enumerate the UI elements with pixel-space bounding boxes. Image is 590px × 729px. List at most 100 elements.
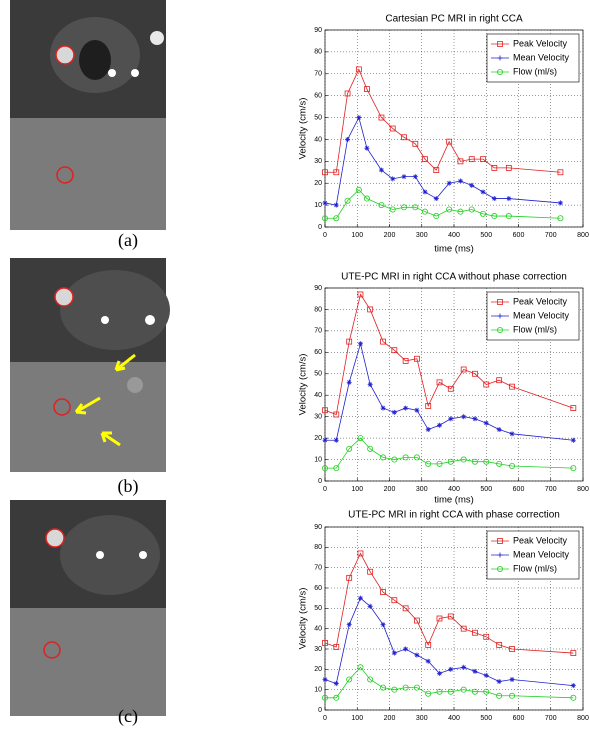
x-tick-label: 100 (351, 486, 363, 493)
marker (496, 377, 503, 384)
legend-label: Mean Velocity (513, 549, 570, 559)
marker (480, 156, 486, 163)
marker (346, 379, 352, 385)
y-tick-label: 60 (314, 93, 322, 100)
marker (483, 381, 490, 388)
y-tick-label: 70 (314, 565, 322, 572)
x-tick-label: 0 (323, 715, 327, 722)
marker (570, 465, 577, 472)
marker (436, 615, 443, 622)
x-tick-label: 700 (545, 486, 557, 493)
marker (355, 186, 362, 193)
marker (391, 456, 398, 463)
marker (471, 458, 478, 465)
mri-panel-a (10, 0, 166, 230)
marker (496, 692, 503, 699)
x-tick-label: 200 (384, 715, 396, 722)
x-axis-label: time (ms) (434, 495, 474, 506)
x-tick-label: 600 (513, 232, 525, 239)
marker (321, 215, 328, 222)
series-line (325, 342, 574, 441)
marker (380, 405, 386, 411)
legend-label: Peak Velocity (513, 38, 568, 48)
marker (412, 204, 419, 211)
legend-marker (496, 566, 503, 573)
y-axis-label: Velocity (cm/s) (298, 588, 309, 650)
marker (457, 208, 464, 215)
marker (460, 366, 467, 373)
chart-title: UTE-PC MRI in right CCA without phase co… (341, 272, 567, 283)
marker (446, 180, 452, 186)
y-tick-label: 70 (314, 71, 322, 78)
marker (469, 182, 475, 188)
legend-symbol (496, 326, 503, 333)
chart-title: UTE-PC MRI in right CCA with phase corre… (348, 510, 560, 521)
marker (355, 66, 362, 73)
x-tick-label: 500 (480, 715, 492, 722)
marker (447, 385, 454, 392)
marker (390, 176, 396, 182)
marker (422, 189, 428, 195)
marker (367, 603, 373, 609)
marker (425, 403, 432, 409)
x-axis-label: time (ms) (434, 244, 474, 255)
marker (496, 642, 503, 648)
marker (402, 605, 409, 612)
marker (446, 206, 453, 213)
marker (412, 174, 418, 180)
legend-symbol (497, 299, 503, 305)
marker (333, 215, 340, 222)
marker (344, 197, 351, 204)
x-tick-label: 800 (577, 715, 589, 722)
marker (471, 688, 478, 695)
mri-panel-b (10, 258, 170, 472)
marker (333, 411, 340, 418)
marker (496, 679, 502, 685)
y-tick-label: 80 (314, 49, 322, 56)
marker (367, 382, 373, 387)
marker (461, 664, 467, 670)
marker (380, 454, 387, 461)
marker (509, 431, 515, 437)
marker (357, 664, 364, 671)
marker (346, 622, 352, 628)
marker (402, 358, 409, 364)
x-tick-label: 0 (323, 486, 327, 493)
x-tick-label: 500 (480, 486, 492, 493)
marker (506, 196, 512, 202)
y-axis-label: Velocity (cm/s) (298, 354, 309, 416)
marker (448, 666, 454, 672)
marker (446, 138, 453, 145)
marker (496, 427, 502, 433)
marker (557, 200, 563, 206)
marker (472, 370, 478, 377)
x-tick-label: 300 (416, 486, 428, 493)
legend-marker (497, 538, 503, 544)
series-markers (322, 550, 577, 656)
y-tick-label: 50 (314, 114, 322, 121)
y-tick-label: 10 (314, 687, 322, 694)
marker (322, 640, 328, 646)
y-tick-label: 0 (318, 707, 322, 714)
marker (367, 568, 374, 575)
axes-frame (324, 287, 584, 482)
legend-marker (497, 313, 503, 319)
y-tick-label: 30 (314, 646, 322, 653)
marker (421, 208, 428, 215)
marker (380, 622, 386, 628)
marker (363, 195, 370, 202)
marker (322, 200, 328, 206)
marker (357, 435, 364, 442)
marker (491, 213, 498, 220)
marker (491, 196, 497, 202)
marker (378, 167, 384, 173)
x-tick-label: 700 (545, 232, 557, 239)
marker (436, 670, 442, 676)
marker (346, 445, 353, 452)
x-tick-label: 700 (545, 715, 557, 722)
legend-label: Peak Velocity (513, 296, 568, 306)
x-tick-label: 800 (577, 232, 589, 239)
marker (389, 125, 396, 132)
marker (447, 688, 454, 695)
